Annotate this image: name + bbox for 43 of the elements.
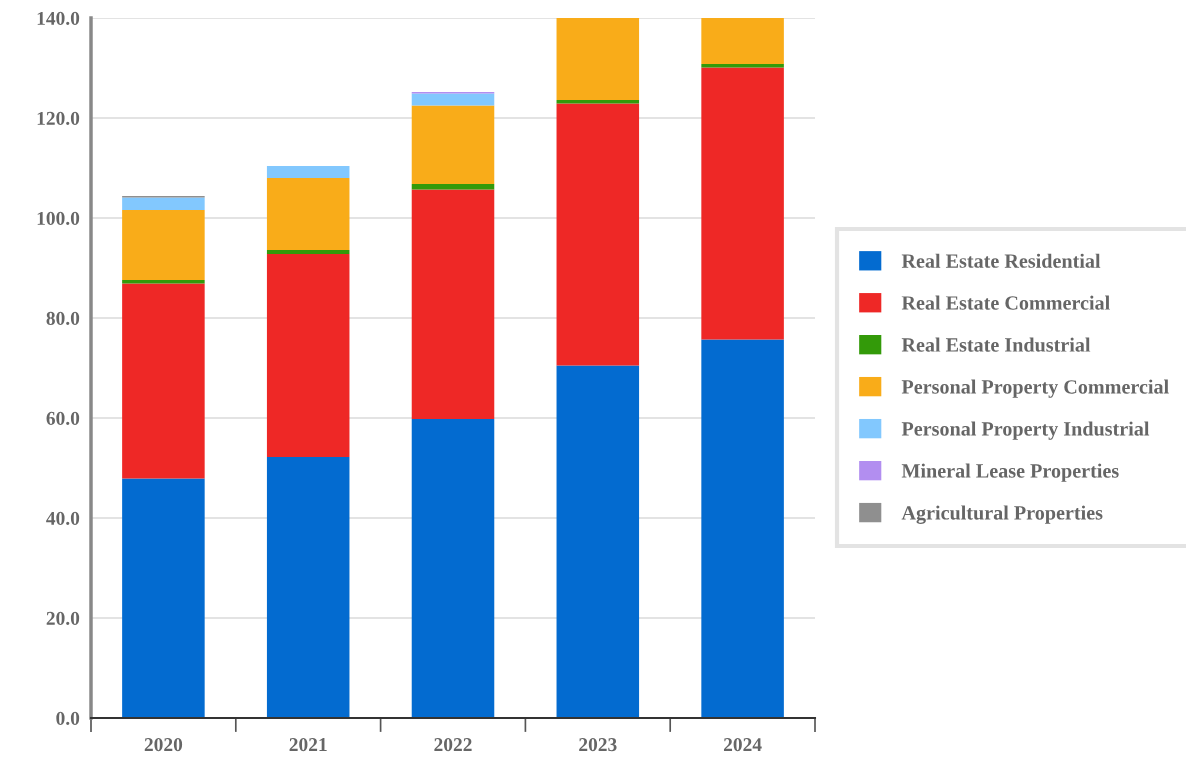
- bar: [411, 93, 495, 106]
- bar: [411, 105, 495, 184]
- bar: [701, 67, 784, 340]
- x-tick-label: 2024: [723, 738, 762, 752]
- legend-label: Personal Property Commercial: [901, 379, 1169, 398]
- legend-label: Real Estate Commercial: [901, 295, 1110, 310]
- legend-label: Personal Property Industrial: [901, 421, 1150, 440]
- y-tick-label: 20.0: [46, 611, 80, 626]
- bar: [266, 166, 350, 178]
- bar: [701, 64, 784, 68]
- bar: [411, 419, 495, 718]
- bar: [266, 457, 350, 718]
- bar: [411, 184, 495, 190]
- bar: [266, 254, 350, 457]
- bar: [266, 178, 350, 250]
- legend-label: Agricultural Properties: [901, 505, 1103, 524]
- y-tick-label: 80.0: [46, 311, 80, 326]
- bar: [556, 18, 640, 100]
- bar: [701, 339, 784, 718]
- bar: [122, 478, 205, 718]
- bar: [122, 280, 205, 284]
- bar: [266, 250, 350, 254]
- x-tick-label: 2023: [579, 738, 617, 752]
- legend-label: Real Estate Residential: [901, 253, 1101, 268]
- y-tick-label: 40.0: [46, 511, 80, 526]
- x-tick-label: 2022: [434, 738, 472, 752]
- bar: [122, 283, 205, 479]
- y-tick-label: 120.0: [37, 111, 80, 126]
- y-tick-label: 0.0: [56, 711, 80, 726]
- x-tick-label: 2020: [144, 738, 183, 752]
- bar: [122, 210, 205, 280]
- legend-label: Mineral Lease Properties: [901, 463, 1119, 482]
- x-tick-label: 2021: [289, 738, 327, 752]
- legend-label: Real Estate Industrial: [901, 337, 1091, 352]
- bar: [122, 197, 205, 210]
- y-tick-label: 100.0: [37, 211, 80, 226]
- bar: [556, 365, 640, 718]
- bar: [556, 103, 640, 366]
- y-tick-label: 60.0: [46, 411, 80, 426]
- bar: [556, 100, 640, 104]
- y-tick-label: 140.0: [37, 11, 80, 26]
- bar: [411, 189, 495, 419]
- bar: [701, 18, 784, 64]
